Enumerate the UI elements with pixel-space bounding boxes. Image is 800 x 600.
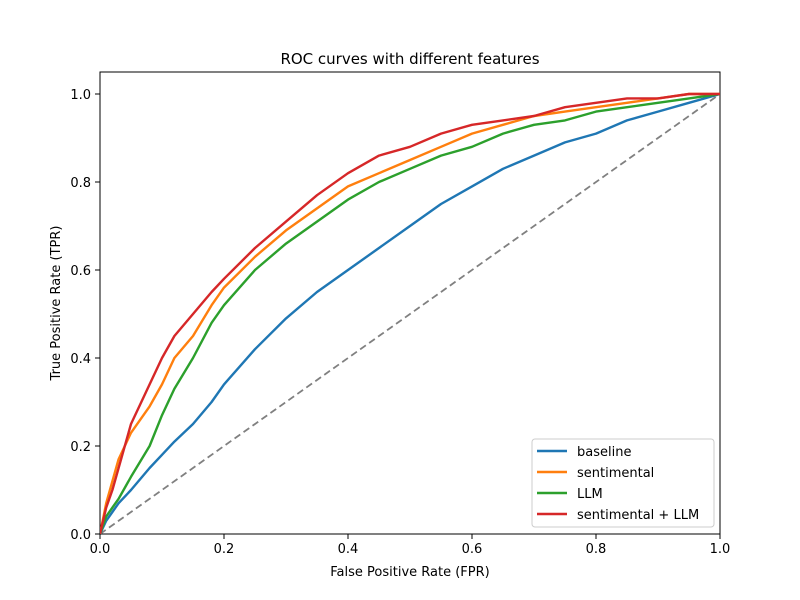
chance-diagonal-line — [100, 93, 720, 534]
plot-frame — [99, 71, 721, 535]
y-axis-label: True Positive Rate (TPR) — [49, 226, 64, 382]
x-tick-label: 0.4 — [338, 542, 359, 557]
series-lines — [100, 92, 720, 534]
x-axis-ticks: 0.0 0.2 0.4 0.6 0.8 1.0 — [90, 534, 731, 557]
plot-area — [99, 71, 721, 535]
y-tick-label: 1.0 — [70, 88, 91, 103]
chart-title: ROC curves with different features — [280, 50, 539, 68]
series-line-baseline — [100, 92, 720, 534]
series-line-llm — [100, 92, 720, 534]
legend-label: LLM — [577, 487, 603, 502]
legend-label: baseline — [577, 445, 631, 460]
x-tick-label: 0.0 — [90, 542, 111, 557]
y-tick-label: 0.2 — [70, 440, 91, 455]
y-tick-label: 0.6 — [70, 264, 91, 279]
x-tick-label: 1.0 — [710, 542, 731, 557]
x-tick-label: 0.2 — [214, 542, 235, 557]
y-tick-label: 0.4 — [70, 352, 91, 367]
legend-box — [531, 438, 715, 528]
legend: baseline sentimental LLM sentimental + LLM — [531, 438, 715, 528]
x-tick-label: 0.6 — [462, 542, 483, 557]
series-line-sentimental-llm — [100, 92, 720, 534]
x-axis-label: False Positive Rate (FPR) — [330, 565, 489, 580]
y-tick-label: 0.0 — [70, 528, 91, 543]
y-axis-ticks: 0.0 0.2 0.4 0.6 0.8 1.0 — [70, 88, 100, 543]
x-tick-label: 0.8 — [586, 542, 607, 557]
legend-label: sentimental + LLM — [577, 508, 699, 523]
series-line-sentimental — [100, 92, 720, 534]
legend-label: sentimental — [577, 466, 654, 481]
y-tick-label: 0.8 — [70, 176, 91, 191]
